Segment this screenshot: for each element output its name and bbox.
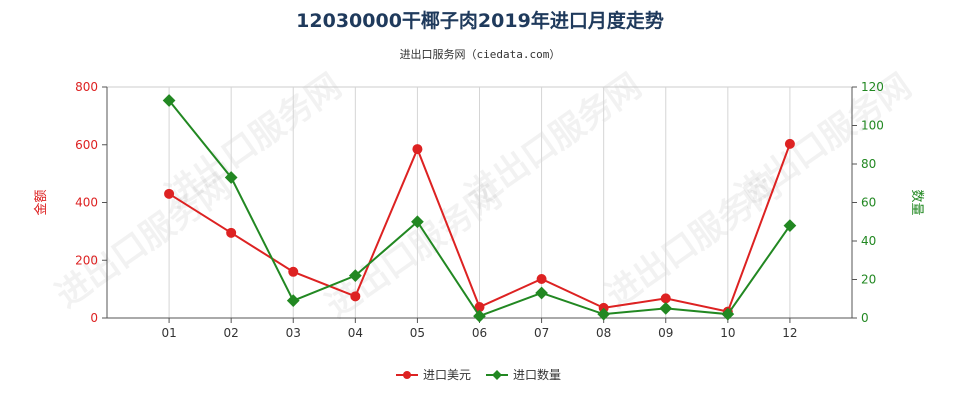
data-point <box>784 138 795 149</box>
data-point <box>226 227 237 238</box>
legend[interactable]: 进口美元 进口数量 <box>396 367 561 382</box>
x-tick-label: 08 <box>596 326 611 340</box>
data-point <box>412 144 423 155</box>
x-tick-label: 09 <box>658 326 673 340</box>
data-point <box>350 291 361 302</box>
x-tick-label: 10 <box>720 326 735 340</box>
data-point <box>660 293 671 304</box>
legend-marker <box>492 370 502 380</box>
left-tick-label: 0 <box>90 311 98 325</box>
data-point <box>411 215 424 229</box>
data-point <box>536 274 547 285</box>
left-tick-label: 600 <box>75 138 98 152</box>
data-point <box>288 266 299 277</box>
right-tick-label: 60 <box>861 196 876 210</box>
data-point <box>224 171 238 184</box>
legend-item[interactable]: 进口美元 <box>396 368 471 382</box>
x-tick-label: 12 <box>782 326 797 340</box>
chart-title: 12030000干椰子肉2019年进口月度走势 <box>296 10 664 32</box>
data-point <box>473 309 486 323</box>
data-point <box>348 269 362 283</box>
data-point <box>474 302 485 313</box>
data-point <box>162 94 176 107</box>
data-point <box>164 188 175 199</box>
axis-layer: 0 200 400 600 800 0 20 40 60 80 100 120 01 02 03 04 05 06… <box>33 80 924 340</box>
watermark-text: 进出口服务网 <box>459 66 649 216</box>
data-point <box>783 219 797 232</box>
x-tick-label: 01 <box>161 326 176 340</box>
legend-item[interactable]: 进口数量 <box>486 367 561 382</box>
right-tick-label: 40 <box>861 234 876 248</box>
right-tick-label: 0 <box>861 311 869 325</box>
right-tick-label: 120 <box>861 80 884 94</box>
right-tick-label: 100 <box>861 119 884 133</box>
series-layer <box>162 94 797 323</box>
data-point <box>535 286 548 300</box>
x-tick-label: 04 <box>348 326 363 340</box>
y-right-axis-title: 数量 <box>909 189 924 215</box>
left-tick-label: 400 <box>75 196 98 210</box>
x-tick-label: 03 <box>286 326 301 340</box>
x-tick-label: 02 <box>224 326 239 340</box>
y-left-axis-title: 金额 <box>33 189 49 215</box>
right-tick-label: 80 <box>861 157 876 171</box>
left-tick-label: 800 <box>75 80 98 94</box>
watermark-text: 进出口服务网 <box>159 66 349 216</box>
legend-label: 进口美元 <box>423 368 471 382</box>
x-tick-label: 05 <box>410 326 425 340</box>
legend-label: 进口数量 <box>513 367 561 382</box>
left-tick-label: 200 <box>75 253 98 267</box>
data-point <box>659 302 673 315</box>
x-tick-label: 07 <box>534 326 549 340</box>
x-tick-label: 06 <box>472 326 487 340</box>
legend-marker <box>403 371 411 379</box>
data-point <box>286 294 300 308</box>
watermark-text: 进出口服务网 <box>729 66 919 216</box>
right-tick-label: 20 <box>861 273 876 287</box>
chart-subtitle: 进出口服务网（ciedata.com） <box>399 48 561 61</box>
